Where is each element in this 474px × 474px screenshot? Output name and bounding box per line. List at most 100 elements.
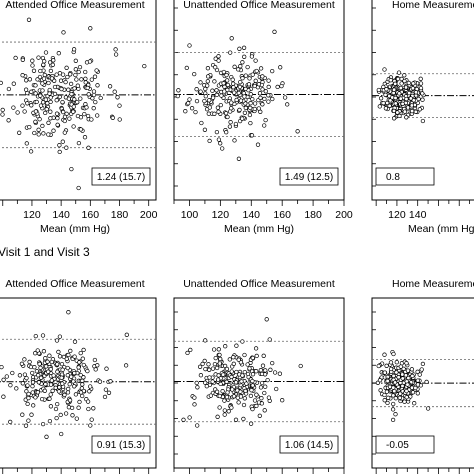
data-point [40, 81, 45, 86]
data-point [46, 132, 51, 137]
data-point [0, 107, 5, 113]
data-point [384, 87, 389, 92]
data-point [41, 349, 47, 354]
data-point [8, 383, 13, 388]
data-point [237, 84, 243, 90]
data-point [249, 388, 254, 393]
data-point [23, 87, 29, 92]
data-point [40, 421, 46, 427]
data-point [76, 405, 81, 410]
data-point [259, 396, 264, 401]
data-point [240, 60, 245, 65]
data-point [20, 381, 25, 386]
data-point [243, 86, 248, 92]
data-point [274, 386, 279, 392]
data-point [413, 109, 418, 114]
data-point [72, 370, 77, 376]
data-point [258, 385, 264, 390]
data-point [388, 366, 394, 372]
data-point [232, 90, 237, 95]
data-point [26, 391, 31, 397]
data-point [73, 392, 79, 397]
data-point [63, 411, 69, 416]
data-point [263, 368, 268, 373]
data-point [242, 110, 248, 115]
data-point [385, 400, 390, 406]
data-point [394, 370, 399, 375]
data-point [60, 367, 65, 372]
panel-r1-c2: -0.05 Home Measurement [371, 278, 474, 474]
stat-label: 1.06 (14.5) [285, 440, 333, 451]
data-point [256, 82, 262, 87]
data-point [56, 389, 62, 394]
data-point [65, 373, 70, 378]
data-point [81, 362, 86, 368]
data-point [227, 357, 232, 362]
data-point [418, 76, 423, 81]
data-point [22, 357, 27, 362]
data-point [277, 371, 283, 376]
data-point [207, 367, 212, 372]
data-point [57, 354, 63, 359]
data-point [391, 87, 397, 92]
data-point [240, 116, 245, 121]
data-point [11, 81, 16, 86]
data-point [388, 98, 393, 103]
data-point [398, 85, 403, 91]
plot-frame [0, 0, 157, 201]
data-point [102, 394, 108, 400]
stat-box [279, 167, 339, 186]
data-point [83, 69, 88, 75]
data-point [60, 72, 66, 77]
x-tick-label: 140 [52, 209, 70, 221]
data-point [20, 73, 25, 78]
data-point [24, 389, 29, 394]
data-point [238, 79, 243, 85]
data-point [44, 434, 49, 439]
data-point [247, 112, 253, 118]
data-point [61, 354, 67, 360]
data-point [418, 85, 424, 91]
data-point [1, 394, 6, 399]
data-point [402, 109, 407, 114]
data-point [217, 361, 222, 366]
data-point [32, 365, 37, 370]
data-point [240, 339, 245, 344]
data-point [220, 389, 225, 394]
data-point [236, 357, 241, 362]
data-point [80, 378, 85, 383]
data-point [71, 104, 76, 109]
data-point [62, 392, 67, 398]
x-tick-label: 120 [388, 209, 406, 221]
data-point [65, 365, 70, 371]
data-point [396, 70, 402, 75]
data-point [72, 86, 77, 91]
data-point [33, 333, 38, 339]
data-point [117, 117, 122, 122]
data-point [48, 109, 53, 114]
data-point [400, 383, 405, 389]
data-point [57, 143, 62, 148]
data-point [205, 79, 210, 84]
data-point [231, 85, 236, 90]
data-point [58, 412, 63, 418]
data-point [214, 365, 220, 371]
data-point [202, 358, 207, 364]
data-point [388, 78, 393, 83]
data-point [188, 347, 193, 353]
data-point [203, 338, 208, 343]
data-point [222, 412, 227, 417]
data-point [56, 349, 61, 355]
stat-label: 1.24 (15.7) [97, 172, 145, 183]
data-point [262, 123, 267, 128]
data-point [210, 366, 216, 371]
stat-box [279, 435, 339, 454]
data-point [117, 103, 122, 108]
data-point [26, 395, 31, 401]
data-point [33, 109, 39, 114]
data-point [31, 68, 37, 73]
data-point [55, 116, 60, 121]
data-point [33, 395, 38, 400]
data-point [22, 372, 28, 377]
data-point [401, 366, 406, 371]
